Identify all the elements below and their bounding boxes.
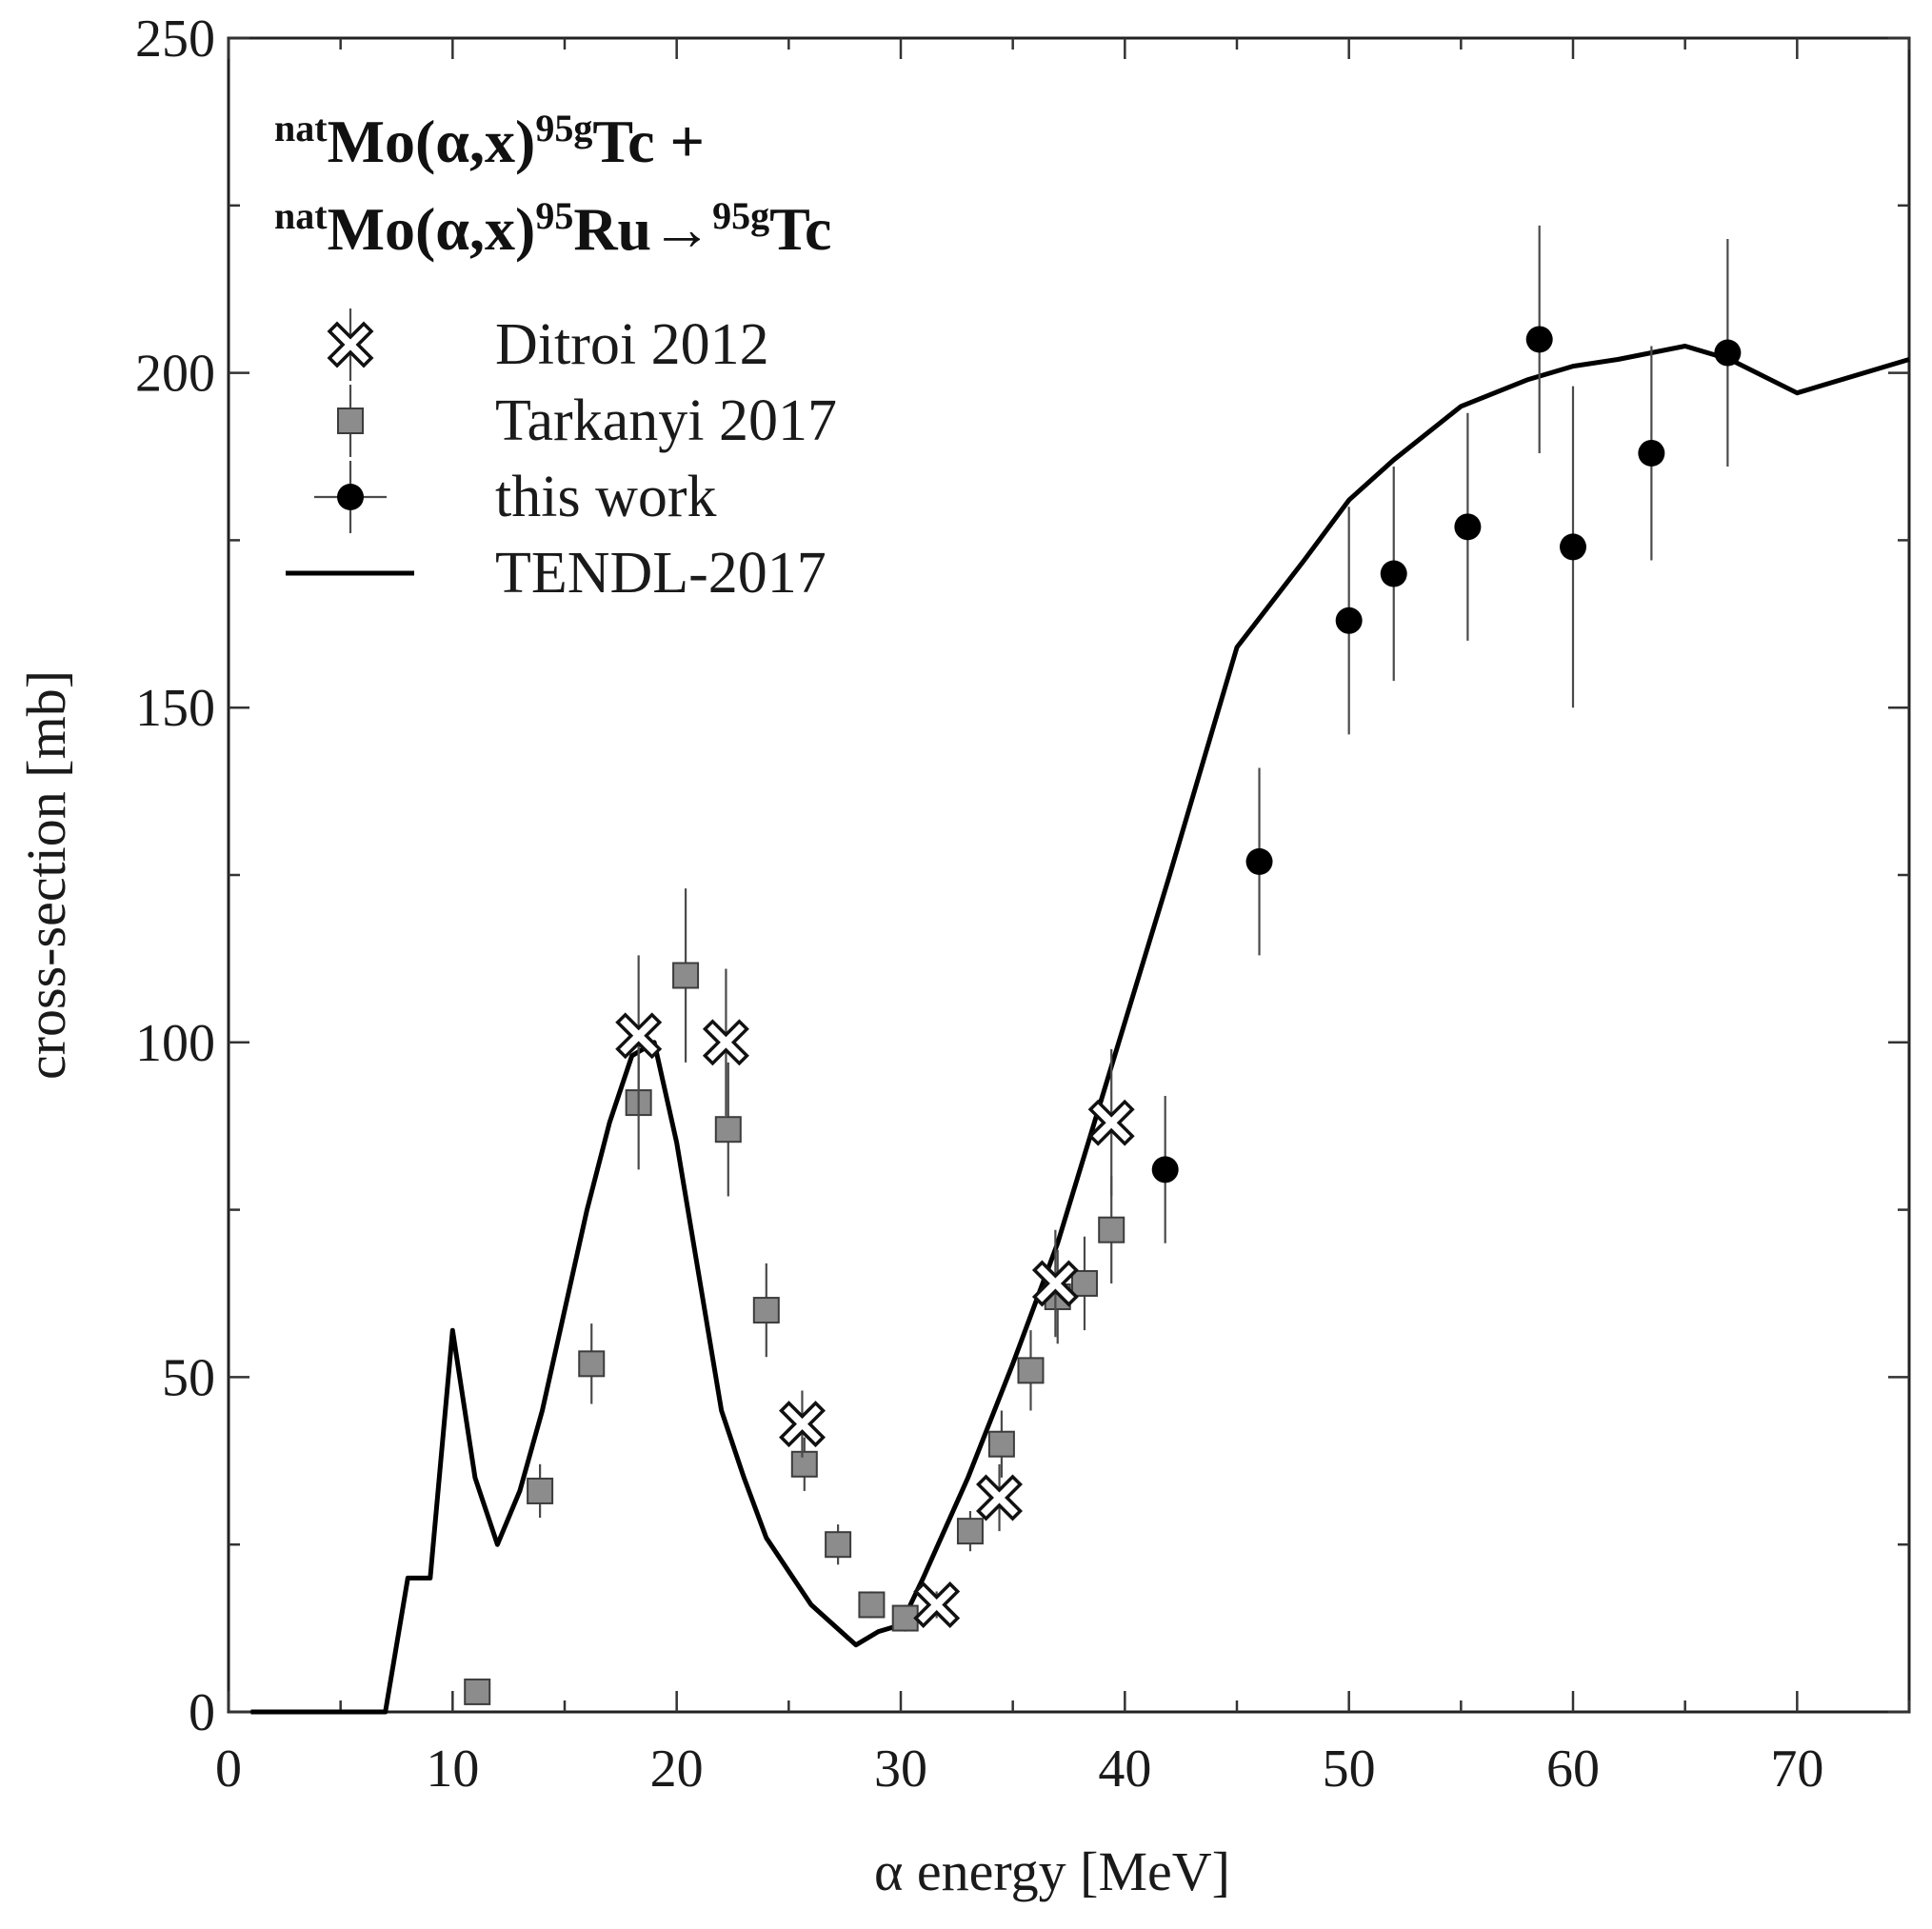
- ditroi-2012-point: [779, 1401, 826, 1448]
- plot-frame: [227, 36, 1911, 1714]
- y-tick-label: 0: [189, 1683, 215, 1742]
- this-work-point: [1714, 339, 1742, 367]
- tendl-2017-line: [250, 344, 1910, 1715]
- tarkanyi-2017-point: [464, 1678, 491, 1705]
- y-tick-label: 50: [162, 1348, 215, 1407]
- tarkanyi-2017-point: [752, 1297, 780, 1324]
- x-tick-label: 50: [1323, 1740, 1376, 1799]
- tarkanyi-2017-point: [790, 1450, 818, 1478]
- legend-label-ditroi-2012: Ditroi 2012: [495, 312, 769, 377]
- this-work-point: [1525, 326, 1553, 353]
- title-superscript: 95g: [535, 107, 592, 149]
- chart-title: natMo(α,x)95gTc + natMo(α,x)95Ru→95gTc: [274, 107, 831, 263]
- y-tick-label: 150: [135, 679, 215, 738]
- tarkanyi-2017-point: [956, 1518, 984, 1545]
- this-work-point: [1380, 560, 1407, 587]
- title-superscript: 95: [535, 194, 573, 237]
- title-text-part: Mo(α,x): [328, 108, 536, 175]
- this-work-point: [1335, 607, 1363, 634]
- tarkanyi-2017-point: [825, 1531, 852, 1559]
- ditroi-2012-point: [1087, 1099, 1135, 1146]
- title-superscript: 95g: [712, 194, 769, 237]
- x-axis-label: α energy [MeV]: [874, 1840, 1230, 1902]
- ditroi-2012-point: [1031, 1260, 1079, 1307]
- y-tick-label: 200: [135, 345, 215, 404]
- this-work-point: [1454, 513, 1482, 541]
- x-tick-label: 30: [874, 1740, 927, 1799]
- chart-title-line1: natMo(α,x)95gTc +: [274, 107, 705, 175]
- tarkanyi-2017-point: [858, 1591, 886, 1619]
- ditroi-2012-point: [976, 1474, 1023, 1521]
- ditroi-2012-point: [615, 1012, 663, 1060]
- tarkanyi-2017-point: [1017, 1357, 1045, 1384]
- legend-label-tendl-2017: TENDL-2017: [495, 541, 827, 606]
- legend-circle-symbol: [337, 484, 364, 510]
- x-tick-label: 60: [1546, 1740, 1600, 1799]
- title-text-part: Ru→: [573, 195, 712, 263]
- data-points-layer: [464, 225, 1742, 1705]
- title-superscript: nat: [274, 194, 328, 237]
- tarkanyi-2017-point: [527, 1477, 554, 1504]
- x-tick-label: 20: [650, 1740, 704, 1799]
- chart-title-line2: natMo(α,x)95Ru→95gTc: [274, 194, 831, 263]
- title-text-part: Mo(α,x): [328, 195, 536, 263]
- tarkanyi-2017-point: [578, 1350, 606, 1378]
- tarkanyi-2017-point: [1070, 1269, 1098, 1297]
- this-work-point: [1245, 847, 1273, 875]
- x-tick-label: 40: [1098, 1740, 1151, 1799]
- ditroi-2012-point: [913, 1581, 961, 1628]
- tarkanyi-2017-point: [714, 1116, 742, 1143]
- title-text-part: Tc: [769, 195, 831, 263]
- title-text-part: Tc +: [592, 108, 705, 175]
- legend-label-tarkanyi-2017: Tarkanyi 2017: [495, 388, 837, 453]
- legend: Ditroi 2012 Tarkanyi 2017 this work TENDL-2…: [286, 308, 837, 606]
- ditroi-2012-point: [702, 1019, 749, 1066]
- x-tick-label: 10: [426, 1740, 479, 1799]
- legend-cross-symbol: [327, 321, 374, 368]
- y-tick-label: 100: [135, 1014, 215, 1073]
- x-tick-label: 70: [1770, 1740, 1823, 1799]
- tarkanyi-2017-point: [1098, 1216, 1125, 1243]
- this-work-point: [1151, 1156, 1179, 1183]
- y-tick-label: 250: [135, 10, 215, 69]
- y-axis-label: cross-section [mb]: [15, 670, 77, 1080]
- tarkanyi-2017-point: [672, 962, 700, 989]
- tick-marks: 0 10 20 30 40 50 60 70 0 50 100 150 200 250: [135, 10, 1911, 1799]
- tarkanyi-2017-point: [987, 1430, 1015, 1458]
- x-tick-label: 0: [215, 1740, 242, 1799]
- legend-label-this-work: this work: [495, 465, 717, 529]
- this-work-point: [1560, 533, 1586, 561]
- legend-square-symbol: [337, 408, 364, 434]
- this-work-point: [1638, 439, 1665, 467]
- title-superscript: nat: [274, 107, 328, 149]
- tendl-layer: [250, 344, 1910, 1715]
